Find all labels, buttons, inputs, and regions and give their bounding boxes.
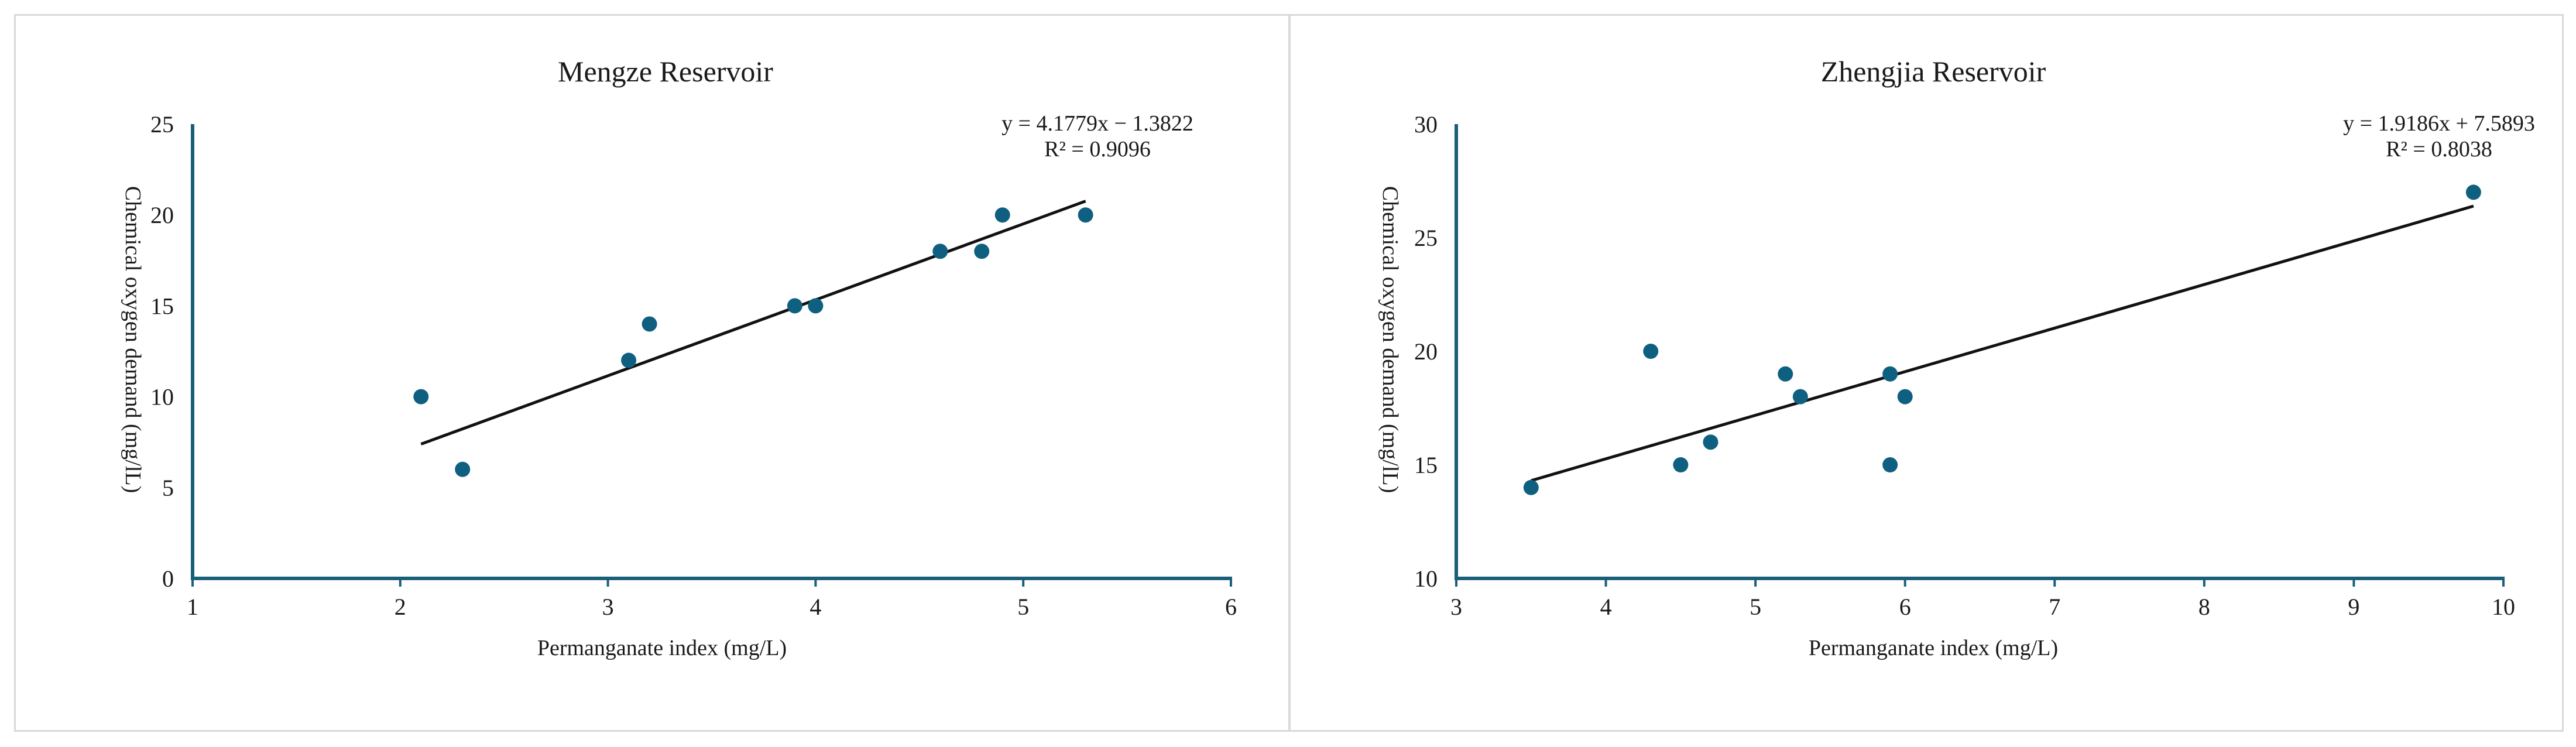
data-point [1078, 207, 1093, 223]
y-tick-label: 30 [1414, 111, 1438, 138]
chart-title: Mengze Reservoir [558, 55, 773, 88]
x-tick-label: 9 [2348, 594, 2359, 620]
scatter-chart-mengze: Mengze Reservoir 1 2 3 4 5 6 0 5 10 15 20 25 Permanga… [121, 55, 1237, 660]
x-axis-label: Permanganate index (mg/L) [537, 636, 787, 660]
y-axis-label: Chemical oxygen demand (mg/lL) [1378, 186, 1402, 493]
y-tick-label: 15 [1414, 452, 1438, 478]
x-tick-label: 4 [809, 594, 821, 620]
data-point [974, 244, 990, 259]
x-tick-label: 10 [2492, 594, 2515, 620]
x-tick-label: 5 [1750, 594, 1761, 620]
trendline-equation: y = 4.1779x − 1.3822 [1001, 111, 1193, 136]
data-point [1792, 389, 1808, 405]
chart-panel-zhengjia: Zhengjia Reservoir 3 4 5 6 7 8 9 10 10 15 20 25 30 Per… [1289, 14, 2564, 732]
x-tick-label: 3 [1450, 594, 1462, 620]
data-point [2465, 184, 2481, 200]
y-tick-label: 0 [162, 566, 174, 592]
y-tick-label: 20 [1414, 338, 1438, 365]
data-point [1778, 366, 1793, 382]
chart-title: Zhengjia Reservoir [1821, 55, 2046, 88]
data-point [787, 298, 802, 314]
y-axis-label: Chemical oxygen demand (mg/lL) [121, 186, 145, 493]
y-tick-label: 5 [162, 475, 174, 501]
x-tick-label: 3 [602, 594, 614, 620]
data-point [1673, 457, 1689, 472]
x-tick-label: 7 [2049, 594, 2060, 620]
y-tick-label: 10 [1414, 566, 1438, 592]
data-point [932, 244, 948, 259]
trendline [1531, 204, 2474, 482]
x-tick-label: 1 [187, 594, 198, 620]
data-point [1882, 457, 1898, 472]
data-point [642, 316, 657, 332]
data-point [1643, 344, 1659, 359]
x-tick-label: 8 [2198, 594, 2210, 620]
trendline-r-squared: R² = 0.8038 [2386, 137, 2492, 162]
x-tick-label: 6 [1899, 594, 1911, 620]
data-point [1882, 366, 1898, 382]
y-tick-label: 25 [150, 111, 174, 138]
y-tick-label: 10 [150, 384, 174, 410]
data-point [994, 207, 1010, 223]
trendline-equation: y = 1.9186x + 7.5893 [2343, 111, 2535, 136]
x-tick-label: 6 [1225, 594, 1237, 620]
x-tick-label: 2 [395, 594, 406, 620]
x-tick-label: 5 [1017, 594, 1029, 620]
scatter-chart-zhengjia: Zhengjia Reservoir 3 4 5 6 7 8 9 10 10 15 20 25 30 Per… [1378, 55, 2535, 660]
data-point [808, 298, 824, 314]
data-point [455, 461, 471, 477]
y-tick-label: 15 [150, 293, 174, 319]
chart-panel-mengze: Mengze Reservoir 1 2 3 4 5 6 0 5 10 15 20 25 Permanga… [14, 14, 1290, 732]
data-point [413, 389, 429, 405]
x-tick-label: 4 [1600, 594, 1612, 620]
trendline-r-squared: R² = 0.9096 [1044, 137, 1151, 162]
trendline [420, 200, 1086, 446]
data-point [1523, 479, 1539, 495]
data-point [1703, 434, 1719, 450]
data-point [1897, 389, 1913, 405]
y-tick-label: 20 [150, 202, 174, 228]
x-axis-label: Permanganate index (mg/L) [1809, 636, 2058, 660]
y-tick-label: 25 [1414, 225, 1438, 251]
data-point [621, 352, 637, 368]
